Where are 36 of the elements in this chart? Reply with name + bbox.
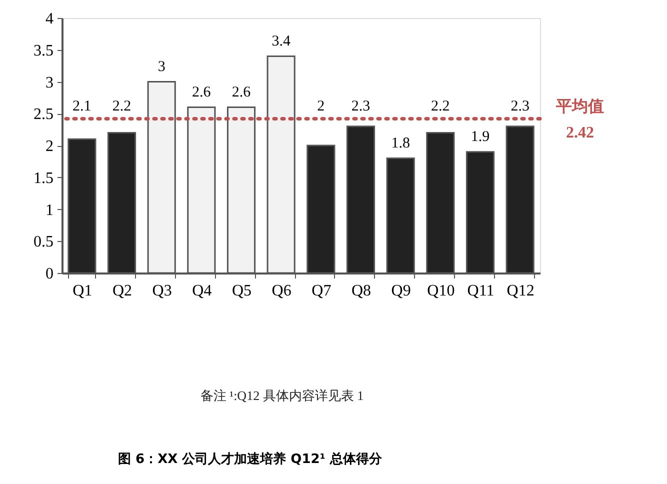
y-tick-label: 0.5 (34, 234, 54, 251)
data-label: 2.2 (112, 98, 132, 115)
x-tick-label: Q11 (467, 282, 494, 300)
x-tick-label: Q12 (506, 282, 534, 300)
y-tick-label: 3 (46, 74, 54, 92)
y-tick-label: 1 (46, 202, 54, 219)
text: 图 6：XX 公司人才加速培养 Q12¹ 总体得分 (118, 451, 384, 467)
data-label: 2.2 (431, 98, 450, 115)
data-label: 1.9 (470, 128, 490, 145)
ref-line-label: 平均值 2.42 (555, 96, 604, 142)
x-tick-label: Q10 (427, 282, 455, 300)
y-tick-label: 1.5 (34, 170, 54, 187)
y-tick-label: 2 (46, 138, 54, 155)
y-tick-label: 2.5 (34, 106, 54, 124)
text: 备注 ¹:Q12 具体内容详见表 1 (200, 388, 364, 403)
data-label: 3 (158, 58, 166, 75)
data-label: 3.4 (272, 33, 291, 50)
x-tick-label: Q4 (192, 282, 212, 300)
data-label: 2.6 (232, 84, 252, 100)
x-tick-label: Q2 (112, 282, 132, 300)
data-label: 2.3 (351, 98, 370, 115)
y-tick-label: 4 (46, 10, 54, 28)
y-tick-label: 0 (46, 266, 54, 282)
x-tick-label: Q3 (152, 282, 172, 300)
x-tick-label: Q8 (351, 282, 372, 300)
data-label: 2.1 (72, 98, 92, 115)
data-label: 1.8 (391, 135, 410, 152)
y-tick-label: 3.5 (34, 42, 54, 60)
data-label: 2 (317, 98, 325, 115)
x-tick-label: Q9 (391, 282, 411, 300)
x-tick-label: Q1 (72, 282, 92, 300)
x-tick-label: Q6 (272, 282, 292, 300)
x-tick-label: Q7 (312, 282, 332, 300)
data-label: 2.3 (510, 98, 530, 115)
data-label: 2.6 (192, 84, 212, 100)
x-tick-label: Q5 (232, 282, 252, 300)
